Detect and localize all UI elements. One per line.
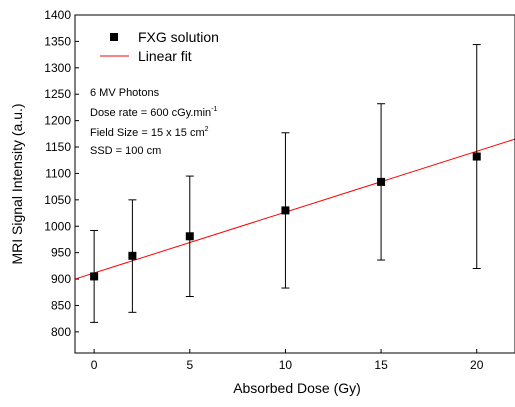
linear-fit-line: [74, 138, 515, 280]
data-points-layer: [90, 152, 481, 281]
y-axis-ticks: 800 850 900 950 1000 1050 1100 1150 1200 1250 1300…: [44, 8, 79, 339]
legend-marker-fxg: [110, 33, 118, 41]
annotation-ssd: SSD = 100 cm: [90, 145, 161, 157]
y-tick-label: 850: [51, 298, 71, 312]
y-tick-label: 1250: [44, 87, 71, 101]
y-tick-label: 1300: [44, 61, 71, 75]
plot-frame: [74, 14, 515, 354]
legend-label-fit: Linear fit: [138, 48, 192, 64]
annotation-photons: 6 MV Photons: [90, 87, 160, 99]
data-point-fxg: [90, 272, 99, 281]
y-tick-label: 1400: [44, 8, 71, 22]
y-axis-label: MRI Signal Intensity (a.u.): [9, 103, 25, 264]
annotation-field-size: Field Size = 15 x 15 cm2: [90, 126, 209, 139]
annotation-block: 6 MV Photons Dose rate = 600 cGy.min-1 F…: [90, 87, 217, 157]
x-tick-label: 20: [470, 358, 484, 372]
x-tick-label: 10: [279, 358, 293, 372]
legend-label-fxg: FXG solution: [138, 29, 219, 45]
x-tick-label: 15: [374, 358, 388, 372]
x-tick-label: 5: [186, 358, 193, 372]
annotation-dose-rate-sup: -1: [211, 106, 217, 113]
y-tick-label: 800: [51, 325, 71, 339]
data-point-fxg: [281, 206, 290, 215]
y-tick-label: 1150: [45, 140, 71, 154]
annotation-dose-rate-text: Dose rate = 600 cGy.min: [90, 107, 211, 119]
y-tick-label: 1100: [45, 166, 71, 180]
x-tick-label: 0: [91, 358, 98, 372]
fit-line-layer: [74, 138, 515, 280]
y-tick-label: 1050: [44, 193, 71, 207]
x-axis-label: Absorbed Dose (Gy): [233, 380, 361, 396]
y-tick-label: 950: [51, 246, 71, 260]
y-tick-label: 1200: [44, 114, 71, 128]
annotation-field-size-text: Field Size = 15 x 15 cm: [90, 127, 205, 139]
legend: FXG solution Linear fit: [100, 29, 219, 64]
x-axis-ticks: 0 5 10 15 20: [91, 349, 484, 372]
data-point-fxg: [185, 232, 194, 241]
y-tick-label: 900: [51, 272, 71, 286]
data-point-fxg: [472, 152, 481, 161]
data-point-fxg: [377, 177, 386, 186]
y-tick-label: 1000: [44, 219, 71, 233]
y-tick-label: 1350: [44, 34, 71, 48]
annotation-dose-rate: Dose rate = 600 cGy.min-1: [90, 106, 217, 119]
data-point-fxg: [128, 251, 137, 260]
annotation-field-size-sup: 2: [205, 126, 209, 133]
